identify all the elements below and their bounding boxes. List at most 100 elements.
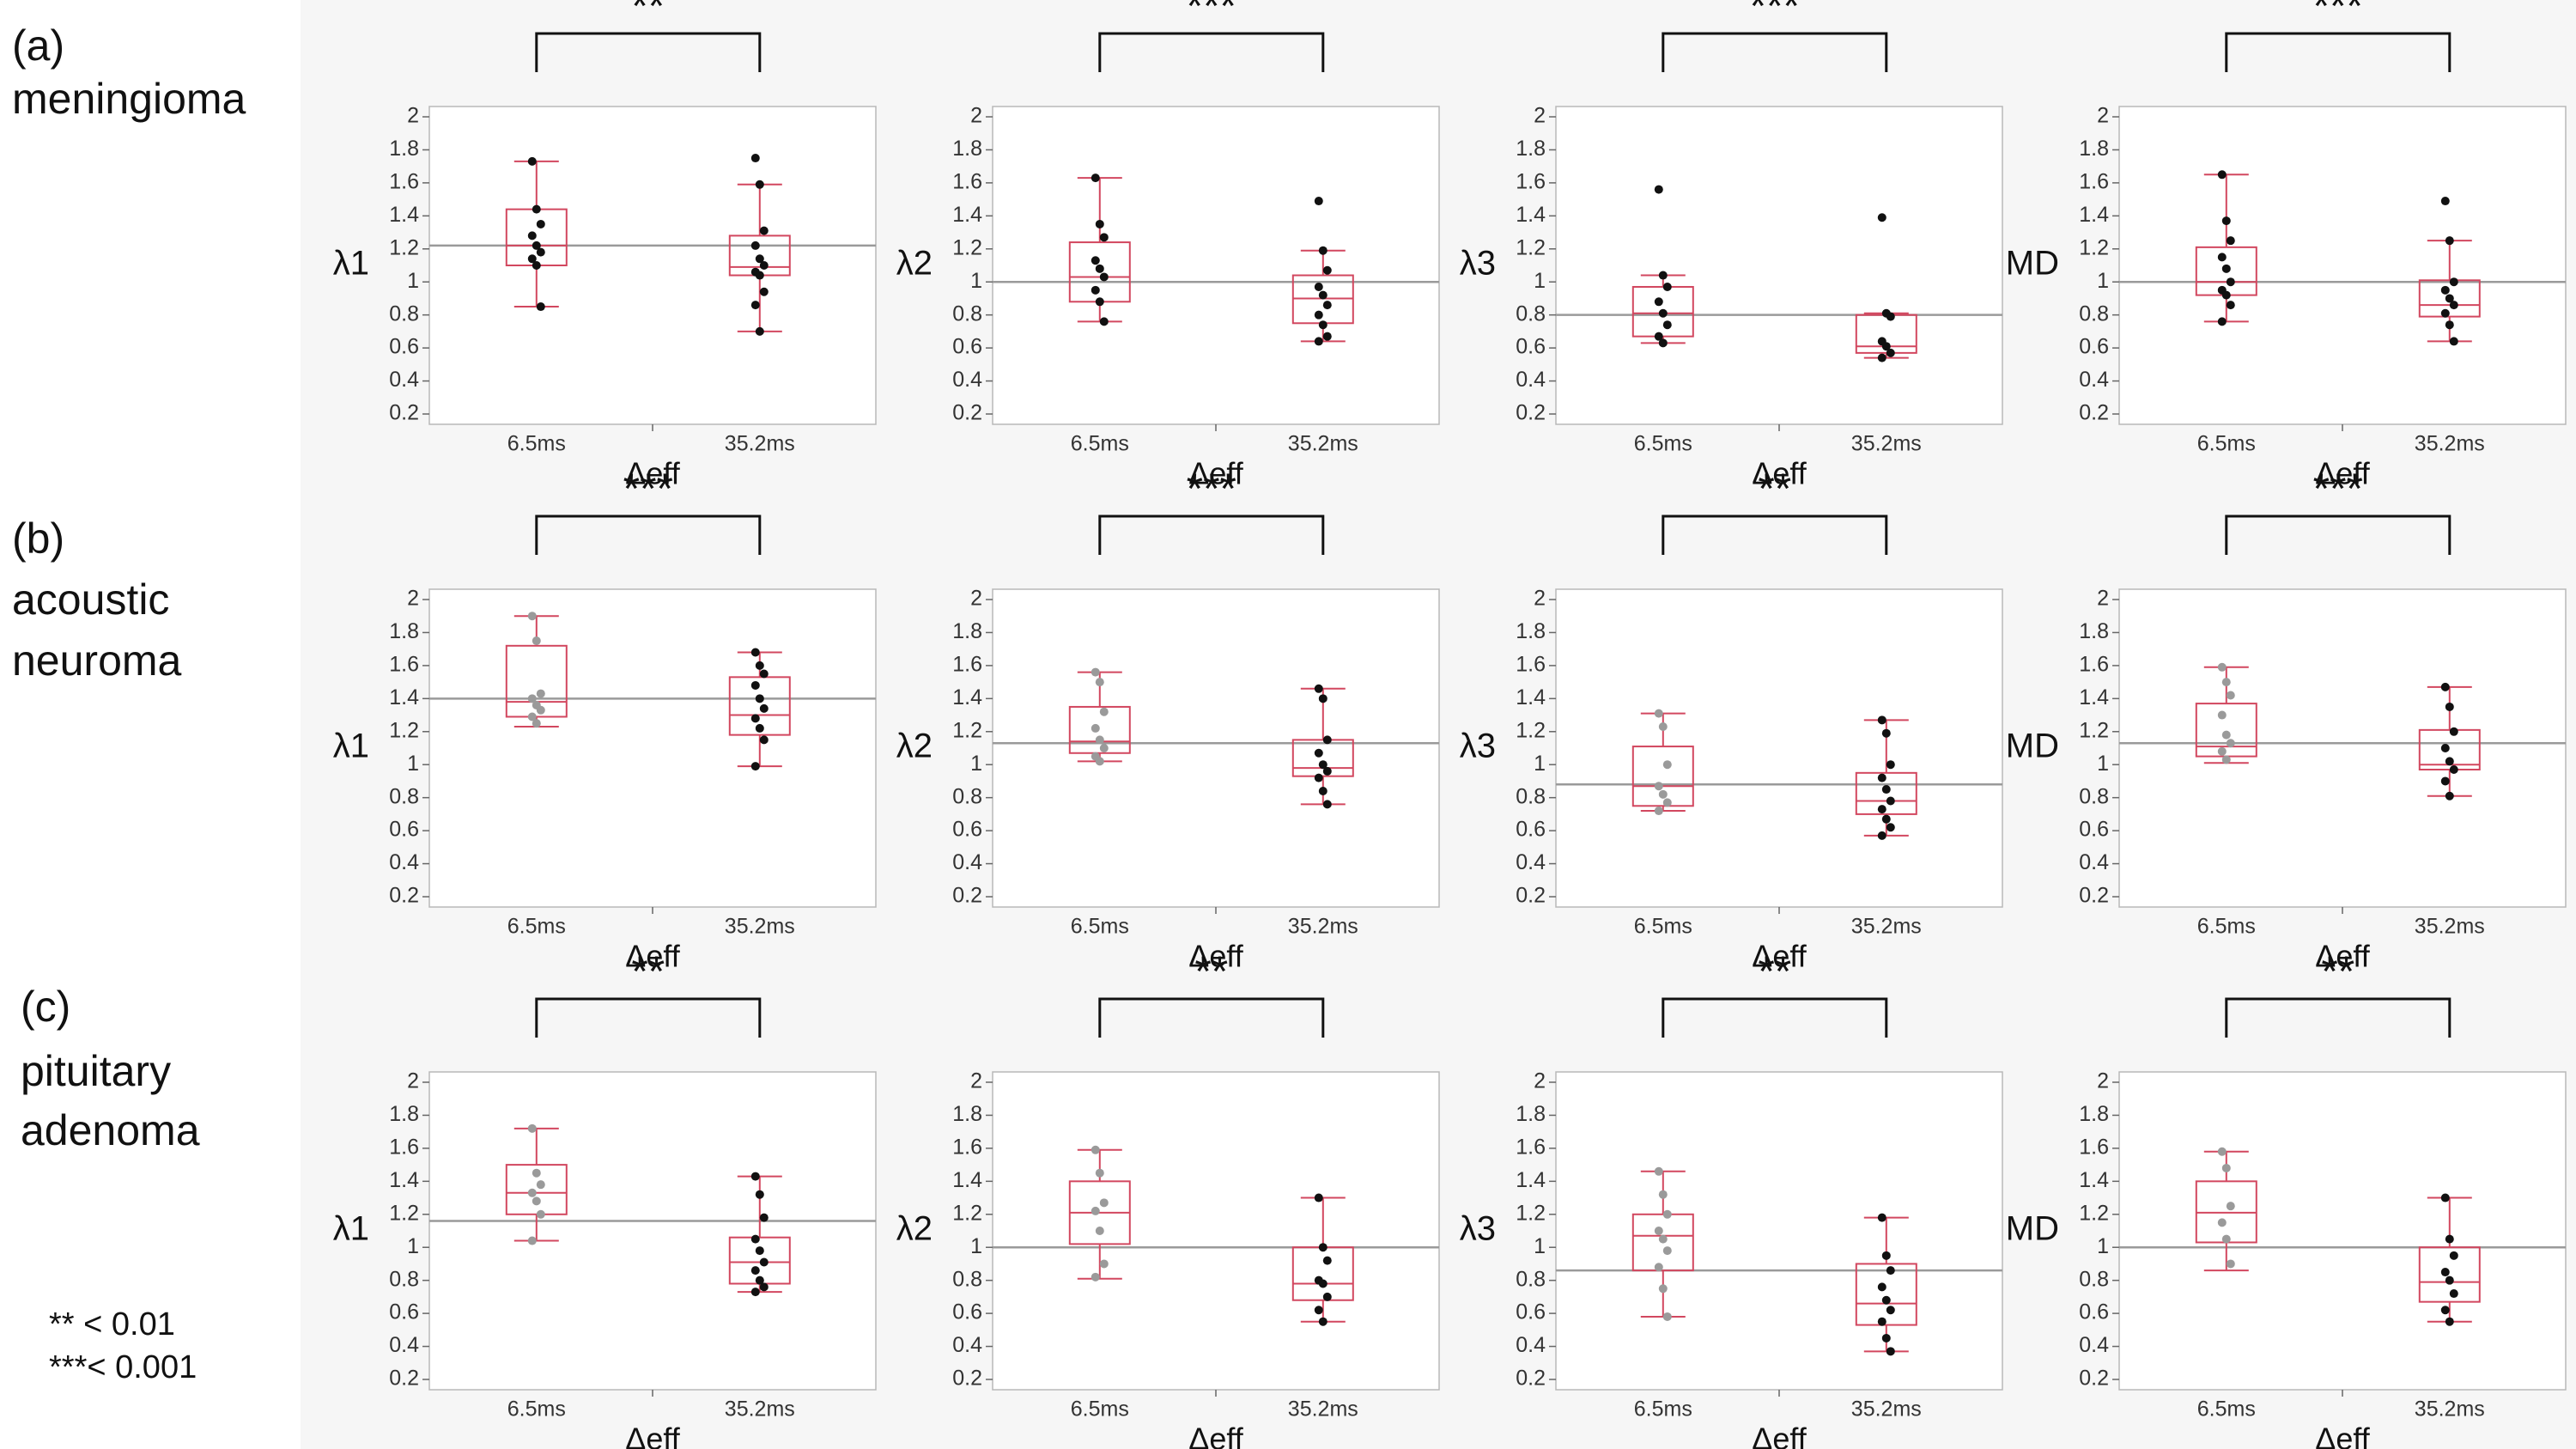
y-tick-label: 1.4 xyxy=(952,203,982,227)
y-tick-label: 1 xyxy=(970,1234,982,1258)
x-axis-label: Δeff xyxy=(1188,1422,1243,1449)
data-point xyxy=(759,1257,769,1267)
y-tick-label: 1.2 xyxy=(2079,235,2109,259)
data-point xyxy=(532,1196,541,1206)
data-point xyxy=(527,1123,537,1133)
box xyxy=(1631,746,1694,807)
significance-stars: *** xyxy=(623,465,673,513)
data-point xyxy=(1091,1206,1100,1215)
data-point xyxy=(1322,766,1332,776)
data-point xyxy=(1099,272,1109,282)
y-tick-label: 1.4 xyxy=(2079,1168,2109,1192)
y-tick-label: 0.4 xyxy=(1516,1333,1546,1357)
data-point xyxy=(1658,1234,1668,1244)
data-point xyxy=(1095,264,1104,273)
data-point xyxy=(1886,823,1895,832)
y-tick-label: 0.8 xyxy=(1516,784,1546,808)
plot-frame xyxy=(1555,1071,2003,1391)
plot-frame xyxy=(2118,106,2567,425)
y-tick-label: 0.6 xyxy=(952,335,982,359)
y-tick-label: 1.8 xyxy=(1516,137,1546,161)
x-axis-label: Δeff xyxy=(2315,1422,2370,1449)
y-tick-label: 1.6 xyxy=(952,652,982,676)
significance-bracket xyxy=(535,32,762,72)
y-tick-label: 2 xyxy=(407,1069,419,1093)
y-tick-label: 0.2 xyxy=(2079,1367,2109,1391)
x-tick-label: 6.5ms xyxy=(1634,432,1692,456)
significance-stars: ** xyxy=(1758,947,1791,995)
data-point xyxy=(1886,1306,1895,1315)
data-point xyxy=(2226,1259,2235,1269)
data-point xyxy=(2221,755,2231,764)
data-point xyxy=(527,254,537,264)
x-tick-label: 6.5ms xyxy=(1071,432,1129,456)
data-point xyxy=(1662,1209,1672,1219)
data-point xyxy=(1886,796,1895,806)
plot-frame xyxy=(992,1071,1440,1391)
data-point xyxy=(2440,308,2450,318)
plot-frame xyxy=(1555,106,2003,425)
x-tick-label: 35.2ms xyxy=(1851,1397,1922,1422)
y-tick-label: 0.6 xyxy=(389,818,419,842)
data-point xyxy=(1318,290,1327,300)
x-axis-label: Δeff xyxy=(625,456,680,491)
y-tick-label: 0.8 xyxy=(389,1267,419,1291)
y-tick-label: 1.8 xyxy=(2079,1102,2109,1126)
x-tick-label: 35.2ms xyxy=(1851,432,1922,456)
y-tick-label: 0.4 xyxy=(2079,368,2109,392)
y-tick-label: 1.2 xyxy=(952,1201,982,1225)
data-point xyxy=(2226,1202,2235,1211)
data-point xyxy=(2221,216,2231,226)
box xyxy=(2418,279,2481,318)
x-axis-label: Δeff xyxy=(625,1422,680,1449)
data-point xyxy=(532,1168,541,1178)
plot-frame xyxy=(2118,588,2567,908)
data-point xyxy=(527,1236,537,1245)
y-tick-label: 1 xyxy=(407,1234,419,1258)
x-tick-label: 6.5ms xyxy=(507,432,566,456)
data-point xyxy=(1881,342,1891,351)
data-point xyxy=(2445,791,2454,801)
significance-note: ***< 0.001 xyxy=(49,1349,197,1385)
data-point xyxy=(2445,757,2454,766)
x-tick-label: 6.5ms xyxy=(1634,915,1692,939)
y-tick-label: 0.8 xyxy=(389,784,419,808)
y-tick-label: 2 xyxy=(970,1069,982,1093)
y-tick-label: 2 xyxy=(1534,1069,1546,1093)
data-point xyxy=(750,1172,760,1181)
y-axis-label: λ2 xyxy=(896,245,933,283)
significance-bracket xyxy=(535,997,762,1038)
data-point xyxy=(1881,728,1891,738)
significance-bracket xyxy=(1098,997,1325,1038)
y-tick-label: 1 xyxy=(970,752,982,776)
y-tick-label: 0.2 xyxy=(389,1367,419,1391)
data-point xyxy=(2221,1234,2231,1244)
y-tick-label: 0.6 xyxy=(389,335,419,359)
x-axis-label: Δeff xyxy=(1188,456,1243,491)
data-point xyxy=(1658,1284,1668,1294)
data-point xyxy=(2445,1234,2454,1244)
data-point xyxy=(1314,337,1323,346)
data-point xyxy=(755,694,764,703)
y-axis-label: λ3 xyxy=(1460,728,1496,765)
data-point xyxy=(1318,1317,1327,1326)
y-tick-label: 1.6 xyxy=(389,169,419,193)
y-tick-label: 0.2 xyxy=(2079,401,2109,425)
data-point xyxy=(2221,264,2231,273)
data-point xyxy=(1095,757,1104,766)
significance-bracket xyxy=(2225,997,2451,1038)
data-point xyxy=(1091,723,1100,733)
y-tick-label: 2 xyxy=(970,104,982,128)
data-point xyxy=(759,669,769,679)
data-point xyxy=(1881,1295,1891,1305)
data-point xyxy=(750,1234,760,1244)
data-point xyxy=(1095,1168,1104,1178)
y-tick-label: 1 xyxy=(2097,269,2109,293)
data-point xyxy=(1095,297,1104,307)
y-tick-label: 1.2 xyxy=(1516,235,1546,259)
row-name: acoustic xyxy=(12,575,169,624)
y-tick-label: 1.2 xyxy=(2079,1201,2109,1225)
data-point xyxy=(1318,1279,1327,1288)
data-point xyxy=(2217,746,2227,756)
y-tick-label: 0.4 xyxy=(952,850,982,874)
